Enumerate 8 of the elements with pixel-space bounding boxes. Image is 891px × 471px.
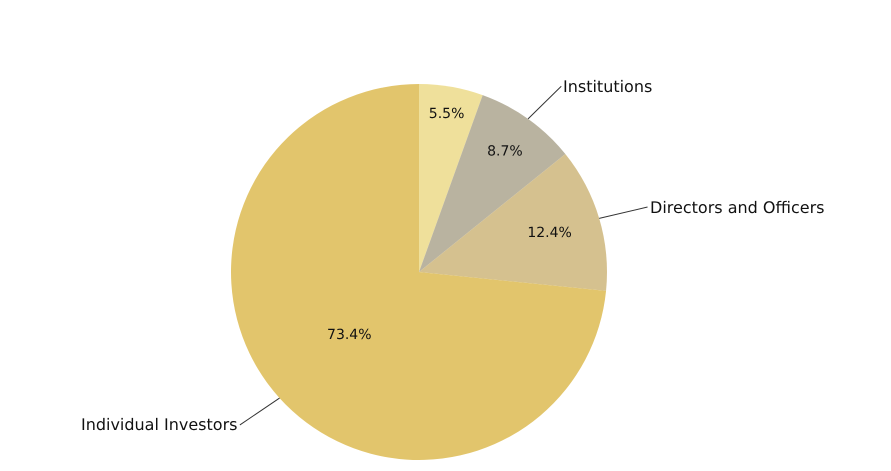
- data-label: 5.5%: [428, 106, 464, 122]
- data-label: 73.4%: [327, 327, 372, 344]
- data-label: 12.4%: [527, 225, 572, 242]
- slice-label: Directors and Officers: [650, 198, 824, 217]
- pie-slice: [419, 84, 483, 272]
- slice-label: Institutions: [563, 77, 652, 96]
- data-label: 8.7%: [487, 143, 523, 160]
- slice-label: Individual Investors: [81, 415, 238, 434]
